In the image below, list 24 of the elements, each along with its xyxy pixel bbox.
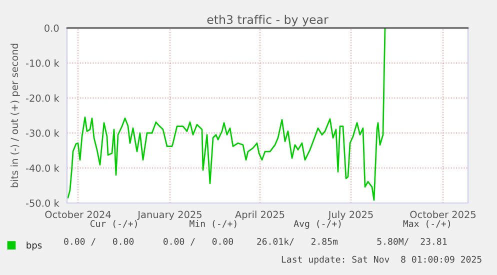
text: 5.80M/ 23.81	[377, 238, 447, 246]
y-tick-label: -30.0 k	[26, 129, 60, 137]
y-tick-label: -40.0 k	[26, 164, 60, 172]
text: Min (-/+)	[190, 220, 236, 228]
chart-title: eth3 traffic - by year	[207, 14, 328, 26]
x-tick-label: January 2025	[137, 210, 202, 220]
y-tick-label: -50.0 k	[26, 199, 60, 207]
x-tick-label: October 2024	[45, 210, 111, 218]
text: Max (-/+)	[403, 220, 450, 228]
line-series	[67, 28, 386, 201]
text: Last update: Sat Nov 8 01:00:09 2025	[282, 256, 482, 264]
y-tick-label: -20.0 k	[26, 94, 60, 102]
text: Cur (-/+)	[90, 220, 137, 228]
y-tick-label: -10.0 k	[26, 59, 60, 67]
y-tick-label: 0.0	[44, 24, 59, 32]
text: 0.00 / 0.00	[164, 238, 234, 246]
legend-label: bps	[26, 242, 42, 250]
text: Avg (-/+)	[294, 220, 341, 229]
x-tick-label: July 2025	[328, 210, 373, 220]
text: 26.01k/ 2.85m	[257, 238, 338, 246]
x-tick-label: October 2025	[410, 210, 476, 218]
x-tick-label: April 2025	[235, 210, 284, 220]
text: 0.00 / 0.00	[64, 238, 134, 246]
y-axis-title: bits in (-) / out (+) per second	[10, 44, 20, 188]
